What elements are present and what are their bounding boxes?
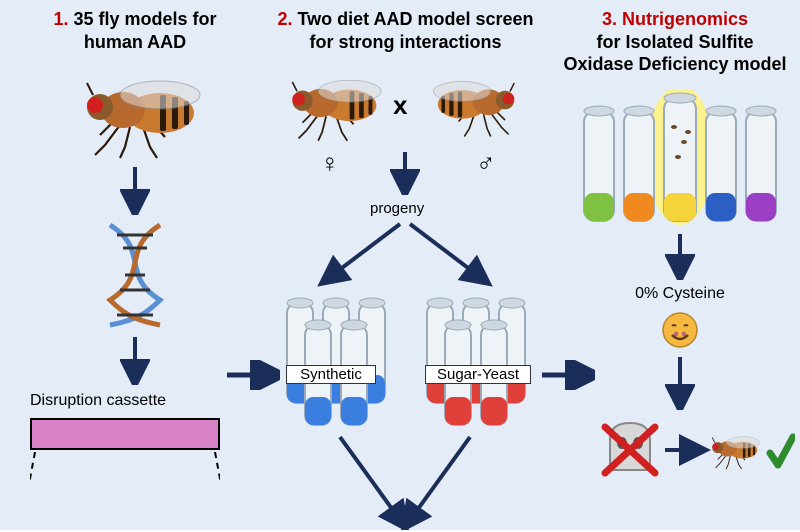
progeny-label: progeny bbox=[370, 200, 424, 217]
disruption-cassette-label: Disruption cassette bbox=[30, 392, 230, 410]
fly-male-icon bbox=[430, 68, 530, 140]
skull-fly-check bbox=[595, 415, 795, 485]
arrow-col1-to-col2 bbox=[225, 360, 280, 390]
disruption-cassette bbox=[30, 418, 220, 450]
col1-title-l2: human AAD bbox=[84, 32, 186, 52]
col3-title-l1: Nutrigenomics bbox=[622, 9, 748, 29]
fly-icon-col1 bbox=[65, 65, 205, 160]
col3-num: 3. bbox=[602, 9, 617, 29]
col1-num: 1. bbox=[53, 9, 68, 29]
arrow-col2-to-col3 bbox=[540, 360, 595, 390]
arrow-dna-to-cassette bbox=[120, 335, 150, 385]
arrow-cross-to-progeny bbox=[390, 150, 420, 195]
synthetic-tubes bbox=[275, 295, 395, 430]
cross-symbol: x bbox=[393, 90, 407, 121]
dna-icon bbox=[95, 220, 175, 330]
col2-num: 2. bbox=[277, 9, 292, 29]
arrow-fly-to-dna bbox=[120, 165, 150, 215]
col1-title: 1. 35 fly models for human AAD bbox=[20, 8, 250, 53]
col3-title-l3: Oxidase Deficiency model bbox=[563, 54, 786, 74]
fly-female-icon bbox=[275, 65, 385, 145]
smiley-icon bbox=[660, 310, 700, 350]
sugar-yeast-tubes bbox=[415, 295, 535, 430]
col2-title-l2: for strong interactions bbox=[309, 32, 501, 52]
col1-title-l1: 35 fly models for bbox=[73, 9, 216, 29]
arrow-tubes-converge bbox=[300, 435, 510, 530]
col2-title-l1: Two diet AAD model screen bbox=[297, 9, 533, 29]
col3-title-l2: for Isolated Sulfite bbox=[596, 32, 753, 52]
col2-title: 2. Two diet AAD model screen for strong … bbox=[258, 8, 553, 53]
arrow-cysteine-to-skull bbox=[665, 355, 695, 410]
sugar-yeast-label: Sugar-Yeast bbox=[425, 365, 531, 384]
female-symbol: ♀ bbox=[320, 148, 340, 179]
cysteine-label: 0% Cysteine bbox=[620, 285, 740, 303]
arrow-tubes-to-cysteine bbox=[665, 232, 695, 280]
nutrigenomics-tubes bbox=[580, 90, 780, 230]
col3-title: 3. Nutrigenomics for Isolated Sulfite Ox… bbox=[555, 8, 795, 76]
synthetic-label: Synthetic bbox=[286, 365, 376, 384]
male-symbol: ♂ bbox=[476, 148, 496, 179]
arrow-progeny-branch bbox=[300, 222, 510, 287]
cassette-dashed-lines bbox=[30, 452, 220, 532]
